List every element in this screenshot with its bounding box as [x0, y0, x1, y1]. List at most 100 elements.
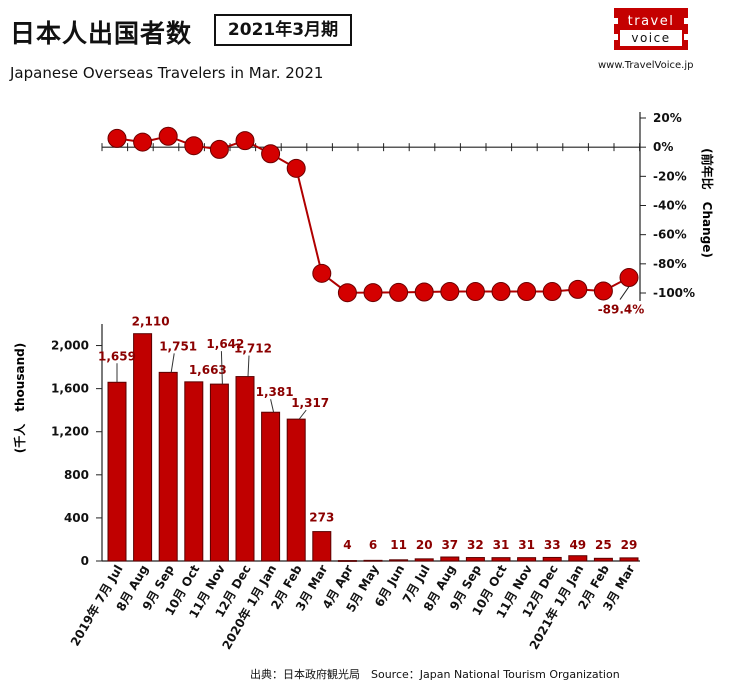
bar-data-label: 1,663 [189, 363, 227, 377]
bar [465, 557, 485, 562]
change-point [286, 158, 306, 178]
bar [414, 558, 434, 562]
logo-ticket-notch-left [614, 18, 618, 24]
change-point [107, 128, 127, 148]
bar-chart-series [107, 333, 639, 562]
bar-y-tick-label: 0 [81, 554, 89, 568]
bar [286, 418, 306, 562]
bar-data-label: 20 [416, 538, 433, 552]
bar [133, 333, 153, 562]
change-point [465, 282, 485, 302]
bar-label-leader [270, 399, 275, 413]
line-chart-series: -89.4% [107, 126, 645, 317]
bar-y-tick-label: 800 [64, 468, 89, 482]
bar-data-label: 6 [369, 538, 377, 552]
change-point [414, 282, 434, 302]
bar [517, 557, 537, 562]
change-point [389, 282, 409, 302]
change-point [261, 144, 281, 164]
bar [235, 376, 255, 562]
bar-label-leader [298, 409, 307, 420]
line-y-tick-label: 0% [653, 140, 673, 154]
bar-data-label: 4 [343, 538, 351, 552]
bar-data-label: 2,110 [132, 315, 170, 329]
bar [158, 371, 178, 562]
change-point [337, 283, 357, 303]
bar-data-label: 33 [544, 538, 561, 552]
bar-y-tick-label: 1,600 [51, 382, 89, 396]
bar-data-label: 273 [309, 511, 334, 525]
bar [593, 557, 613, 562]
period-badge: 2021年3月期 [214, 14, 352, 46]
change-point [312, 263, 332, 283]
bar-y-tick-label: 400 [64, 511, 89, 525]
bar [619, 557, 639, 562]
logo-ticket-notch-right [684, 18, 688, 24]
change-point [235, 131, 255, 151]
change-annotation-leader [619, 286, 630, 300]
bar-data-label: 29 [621, 538, 638, 552]
logo-text-travel: travel [628, 14, 675, 29]
logo-voice-box [620, 30, 682, 46]
page-title: 日本人出国者数 [10, 19, 193, 48]
bar-data-label: 11 [390, 538, 407, 552]
logo-ticket-notch-left-2 [614, 34, 618, 40]
bar-data-label: 1,317 [291, 396, 329, 410]
bar-data-label: 37 [441, 538, 458, 552]
line-y-tick-label: -20% [653, 169, 687, 183]
bar [542, 556, 562, 562]
line-y-tick-label: -80% [653, 257, 687, 271]
change-annotation-label: -89.4% [598, 303, 645, 317]
line-y-tick-label: -40% [653, 199, 687, 213]
bar [337, 560, 357, 562]
bar [491, 557, 511, 562]
page-subtitle: Japanese Overseas Travelers in Mar. 2021 [10, 64, 324, 82]
bar-y-tick-label: 2,000 [51, 339, 89, 353]
bar-data-label: 1,712 [234, 342, 272, 356]
bar-data-label: 1,659 [98, 349, 136, 363]
line-y-tick-label: -60% [653, 228, 687, 242]
change-point [184, 136, 204, 156]
bar-y-axis-title: (千人 thousand) [12, 343, 27, 453]
bar [568, 555, 588, 562]
bar-label-leader [220, 351, 223, 385]
change-point [568, 279, 588, 299]
bar [440, 556, 460, 562]
logo-ticket-notch-right-2 [684, 34, 688, 40]
change-point [363, 283, 383, 303]
change-point [209, 139, 229, 159]
change-point [440, 282, 460, 302]
bar-y-tick-label: 1,200 [51, 425, 89, 439]
change-line [116, 135, 630, 294]
line-y-tick-label: -100% [653, 286, 695, 300]
bar [363, 559, 383, 562]
line-y-axis-title: (前年比 Change) [700, 148, 715, 258]
change-point [593, 281, 613, 301]
bar-data-label: 31 [518, 538, 535, 552]
change-point [517, 282, 537, 302]
bar [261, 411, 281, 562]
bar-data-label: 1,642 [206, 337, 244, 351]
bar [107, 381, 127, 562]
website-url: www.TravelVoice.jp [598, 60, 694, 71]
line-y-tick-label: 20% [653, 111, 682, 125]
change-point [619, 268, 639, 288]
travelvoice-logo: travel voice [614, 8, 688, 50]
bar [312, 531, 332, 562]
bar-label-leader [170, 353, 175, 373]
source-credit: 出典：日本政府観光局 Source：Japan National Tourism… [250, 668, 620, 681]
logo-text-voice: voice [631, 31, 670, 45]
change-point [133, 132, 153, 152]
bar [389, 559, 409, 562]
change-point [158, 126, 178, 146]
bar-data-label: 32 [467, 538, 484, 552]
change-point [542, 282, 562, 302]
bar-data-label: 25 [595, 538, 612, 552]
bar-label-leader [247, 355, 250, 377]
bar-data-label: 31 [493, 538, 510, 552]
change-point [491, 282, 511, 302]
bar-data-label: 1,381 [256, 385, 294, 399]
